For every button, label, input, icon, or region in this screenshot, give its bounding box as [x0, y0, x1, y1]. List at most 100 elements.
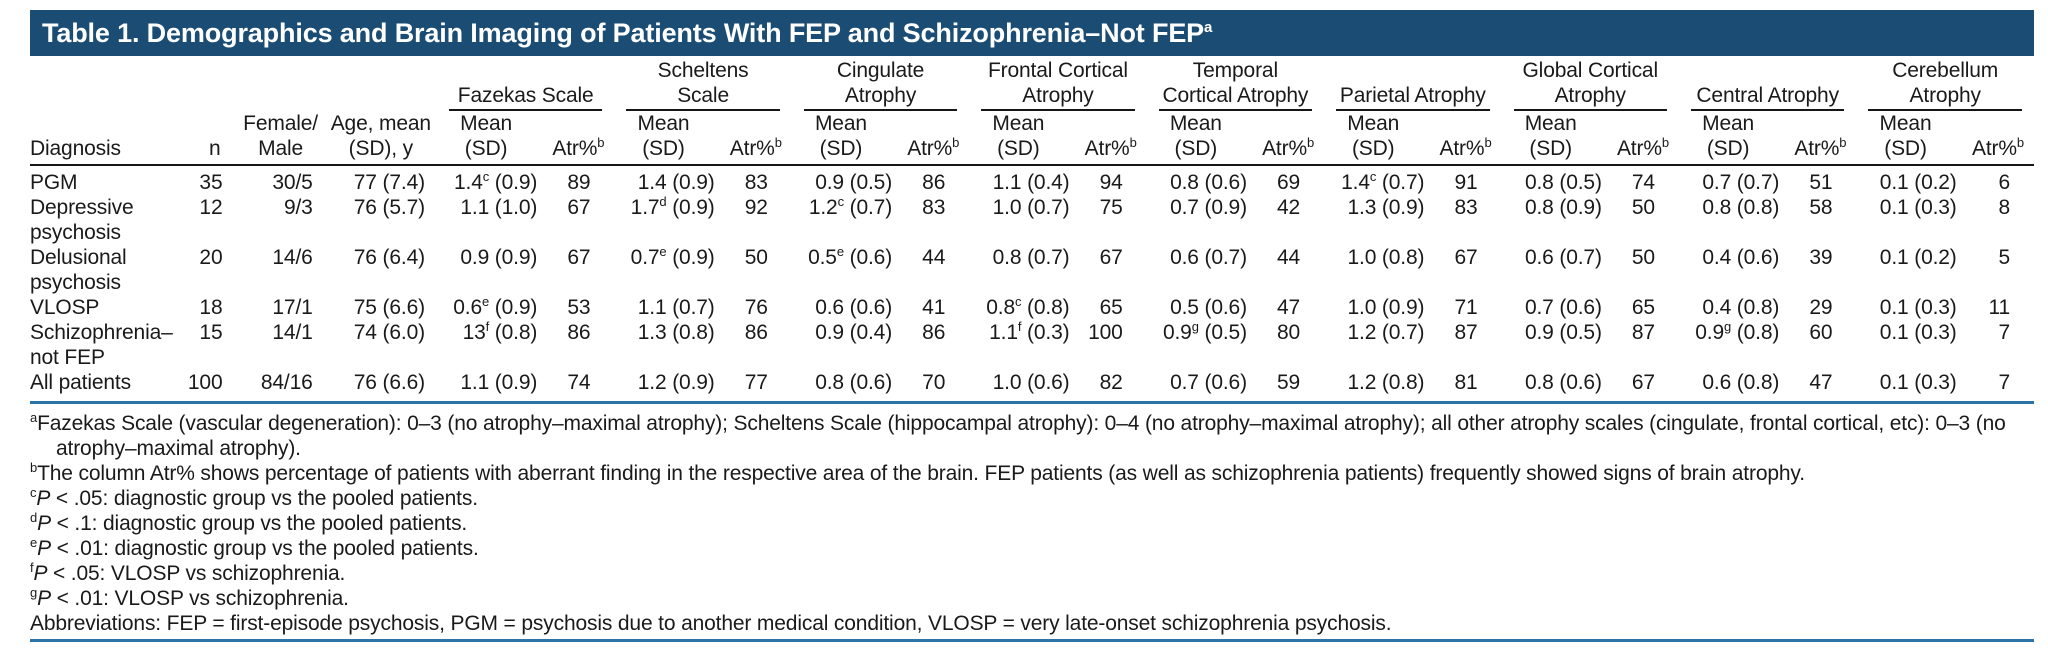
table-cell: 74 [1631, 171, 1655, 194]
group-underline [981, 109, 1135, 111]
group-underline [1336, 109, 1490, 111]
table-cell: 86 [922, 321, 946, 344]
table-cell: 76 (5.7) [353, 196, 425, 219]
table-cell: 14/6 [272, 246, 313, 269]
group-header-row: Fazekas Scale Scheltens Scale Cingulate Atro… [30, 58, 2034, 111]
mean-sd-column-header: Mean (SD) [1324, 111, 1433, 166]
table-cell: 44 [922, 246, 946, 269]
table-cell: 42 [1277, 196, 1301, 219]
table-cell: 1.0 (0.7) [992, 196, 1070, 219]
table-cell: 1.1 (0.7) [637, 296, 715, 319]
group-header: Cingulate Atrophy [792, 58, 969, 111]
table-cell: 0.9 (0.4) [815, 321, 893, 344]
footnote: eP < .01: diagnostic group vs the pooled… [30, 535, 479, 560]
table-cell: 86 [922, 171, 946, 194]
table-cell: 50 [1631, 246, 1655, 269]
table-cell: 41 [922, 296, 946, 319]
age-column-header: Age, mean (SD), y [324, 111, 437, 166]
table-cell: 1.1 (0.4) [992, 171, 1070, 194]
table-cell: 0.7 (0.7) [1702, 171, 1780, 194]
subheader-row: Diagnosis n Female/Male Age, mean (SD), y Mea… [30, 111, 2034, 166]
table-cell: 0.7 (0.6) [1146, 370, 1255, 404]
group-underline [626, 109, 780, 111]
mean-sd-column-header: Mean (SD) [614, 111, 723, 166]
mean-sd-column-header: Mean (SD) [791, 111, 901, 166]
atr-column-header: Atr%b [1787, 111, 1857, 166]
table-cell: 0.4 (0.6) [1702, 246, 1780, 269]
footnote: aFazekas Scale (vascular degeneration): … [30, 410, 2006, 460]
diagnosis-cell: All patients [30, 370, 181, 404]
table-cell: 35 [199, 171, 223, 194]
table-cell: 71 [1454, 296, 1478, 319]
group-header: Scheltens Scale [614, 58, 791, 111]
table-cell: 60 [1809, 321, 1833, 344]
group-underline [1868, 109, 2022, 111]
table-cell: 67 [1609, 370, 1679, 404]
diagnosis-cell: PGM [30, 171, 78, 194]
table-cell: 1.1 (1.0) [460, 196, 538, 219]
diagnosis-column-header: Diagnosis [30, 111, 181, 166]
group-header-label: Temporal Cortical Atrophy [1162, 59, 1309, 107]
group-underline [1690, 109, 1845, 111]
table-cell: 83 [922, 196, 946, 219]
atr-column-header: Atr%b [1609, 111, 1679, 166]
group-header-label: Global Cortical Atrophy [1522, 59, 1659, 107]
diagnosis-cell: Delusional psychosis [30, 246, 127, 294]
footnote: bThe column Atr% shows percentage of pat… [30, 460, 1805, 485]
table-cell: 11 [1988, 296, 2011, 319]
table-row: VLOSP 18 17/1 75 (6.6) 0.6e (0.9) 53 1.1 (0.7)… [30, 295, 2034, 320]
table-cell: 0.6 (0.6) [815, 296, 893, 319]
atr-column-header: Atr%b [900, 111, 970, 166]
footnote-marker: b [30, 460, 38, 475]
footnote-marker: f [30, 560, 34, 575]
footnote: dP < .1: diagnostic group vs the pooled … [30, 510, 468, 535]
n-column-header: n [180, 111, 237, 166]
table-cell: 59 [1254, 370, 1325, 404]
group-header-label: Cerebellum Atrophy [1892, 59, 1999, 107]
table-cell: 75 (6.6) [353, 296, 425, 319]
group-header: Parietal Atrophy [1324, 58, 1501, 111]
table-cell: 8 [1998, 196, 2010, 219]
table-cell: 5 [1998, 246, 2010, 269]
table-cell: 74 (6.0) [353, 321, 425, 344]
group-header: Temporal Cortical Atrophy [1147, 58, 1324, 111]
table-cell: 58 [1809, 196, 1833, 219]
table-cell: 20 [199, 246, 223, 269]
table-cell: 0.8c (0.8) [986, 294, 1070, 319]
table-cell: 1.2 (0.9) [614, 370, 723, 404]
table-cell: 44 [1277, 246, 1301, 269]
table-cell: 87 [1631, 321, 1655, 344]
diagnosis-cell: Schizophrenia–not FEP [30, 321, 173, 369]
table-cell: 13f (0.8) [462, 319, 538, 344]
table-cell: 86 [744, 321, 768, 344]
atr-column-header: Atr%b [1254, 111, 1325, 166]
table-cell: 7 [1998, 321, 2010, 344]
footnote: cP < .05: diagnostic group vs the pooled… [30, 485, 478, 510]
footnote: fP < .05: VLOSP vs schizophrenia. [30, 560, 346, 585]
table-cell: 67 [1454, 246, 1478, 269]
table-cell: 76 (6.4) [353, 246, 425, 269]
table-cell: 92 [744, 196, 768, 219]
table-cell: 1.4c (0.7) [1341, 169, 1425, 194]
table-cell: 87 [1454, 321, 1478, 344]
table-cell: 80 [1277, 321, 1301, 344]
table-cell: 15 [199, 321, 223, 344]
group-underline [1513, 109, 1667, 111]
table-cell: 91 [1454, 171, 1478, 194]
table-cell: 1.4c (0.9) [453, 169, 538, 194]
group-underline [1158, 109, 1313, 111]
table-cell: 29 [1809, 296, 1833, 319]
group-header: Frontal Cortical Atrophy [969, 58, 1146, 111]
table-cell: 0.5e (0.6) [808, 244, 893, 269]
table-cell: 1.4 (0.9) [637, 171, 715, 194]
table-cell: 0.7 (0.9) [1170, 196, 1247, 219]
table-cell: 67 [1099, 246, 1123, 269]
table-cell: 0.8 (0.5) [1524, 171, 1602, 194]
table-row: PGM 35 30/5 77 (7.4) 1.4c (0.9) 89 1.4 (0.9) 83… [30, 165, 2034, 195]
table-cell: 1.0 (0.8) [1347, 246, 1425, 269]
table-cell: 14/1 [272, 321, 313, 344]
table-cell: 1.2c (0.7) [808, 194, 893, 219]
table-title: Table 1. Demographics and Brain Imaging … [30, 10, 2034, 56]
table-row: All patients 100 84/16 76 (6.6) 1.1 (0.9) 74 1… [30, 370, 2034, 404]
table-cell: 0.1 (0.3) [1879, 196, 1957, 219]
